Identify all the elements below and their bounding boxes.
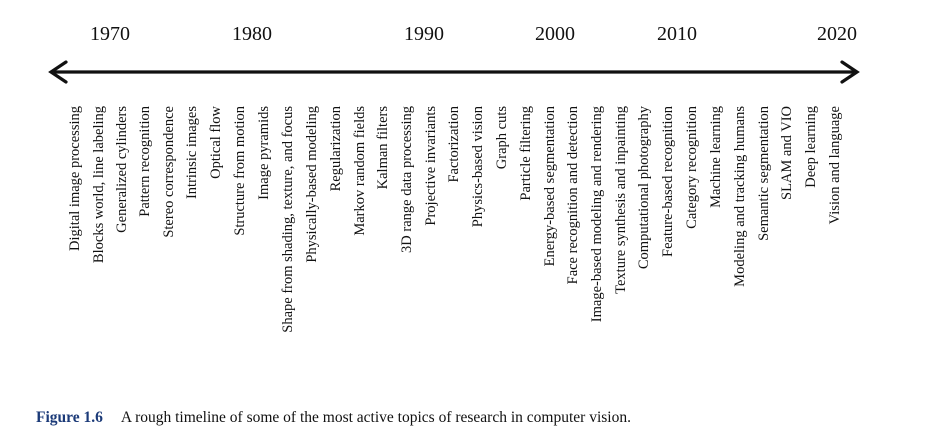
caption-text: A rough timeline of some of the most act… — [120, 409, 631, 426]
figure-caption: Figure 1.6 A rough timeline of some of th… — [36, 410, 631, 426]
topic-label: Stereo correspondence — [161, 106, 177, 238]
topic-label: Texture synthesis and inpainting — [613, 106, 629, 294]
year-label-1970: 1970 — [90, 23, 130, 45]
topic-label: Modeling and tracking humans — [732, 106, 748, 287]
arrowhead-right-icon — [840, 60, 860, 84]
topic-label: Optical flow — [208, 106, 224, 179]
topic-label: Particle filtering — [518, 106, 534, 201]
topic-label: Physics-based vision — [470, 106, 486, 228]
topic-label: Image-based modeling and rendering — [589, 106, 605, 323]
year-label-2020: 2020 — [817, 23, 857, 45]
topic-label: 3D range data processing — [399, 106, 415, 253]
topic-label: Deep learning — [803, 106, 819, 188]
topic-label: Structure from motion — [232, 106, 248, 236]
topic-label: Physically-based modeling — [304, 106, 320, 263]
year-label-2000: 2000 — [535, 23, 575, 45]
topic-label: Kalman filters — [375, 106, 391, 190]
topic-label: Machine learning — [708, 106, 724, 208]
year-label-1980: 1980 — [232, 23, 272, 45]
topic-label: Markov random fields — [352, 106, 368, 236]
topic-label: Face recognition and detection — [565, 106, 581, 285]
topic-label: SLAM and VIO — [779, 106, 795, 200]
topic-label: Pattern recognition — [137, 106, 153, 217]
topic-label: Regularization — [328, 106, 344, 192]
topic-label: Projective invariants — [423, 106, 439, 226]
arrowhead-left-icon — [48, 60, 68, 84]
topic-label: Digital image processing — [67, 106, 83, 251]
topic-label: Blocks world, line labeling — [91, 106, 107, 264]
topic-label: Graph cuts — [494, 106, 510, 170]
topic-label: Computational photography — [636, 106, 652, 270]
topic-label: Generalized cylinders — [114, 106, 130, 233]
figure-number: Figure 1.6 — [36, 409, 103, 426]
year-label-2010: 2010 — [657, 23, 697, 45]
topic-label: Feature-based recognition — [660, 106, 676, 257]
topic-label: Factorization — [446, 106, 462, 183]
year-label-1990: 1990 — [404, 23, 444, 45]
topic-label: Intrinsic images — [184, 106, 200, 200]
timeline-arrow — [48, 60, 860, 84]
topic-label: Shape from shading, texture, and focus — [280, 106, 296, 333]
topic-label: Semantic segmentation — [756, 106, 772, 241]
topic-label: Image pyramids — [256, 106, 272, 200]
topic-label: Vision and language — [827, 106, 843, 225]
topic-label: Category recognition — [684, 106, 700, 229]
topic-label: Energy-based segmentation — [542, 106, 558, 267]
